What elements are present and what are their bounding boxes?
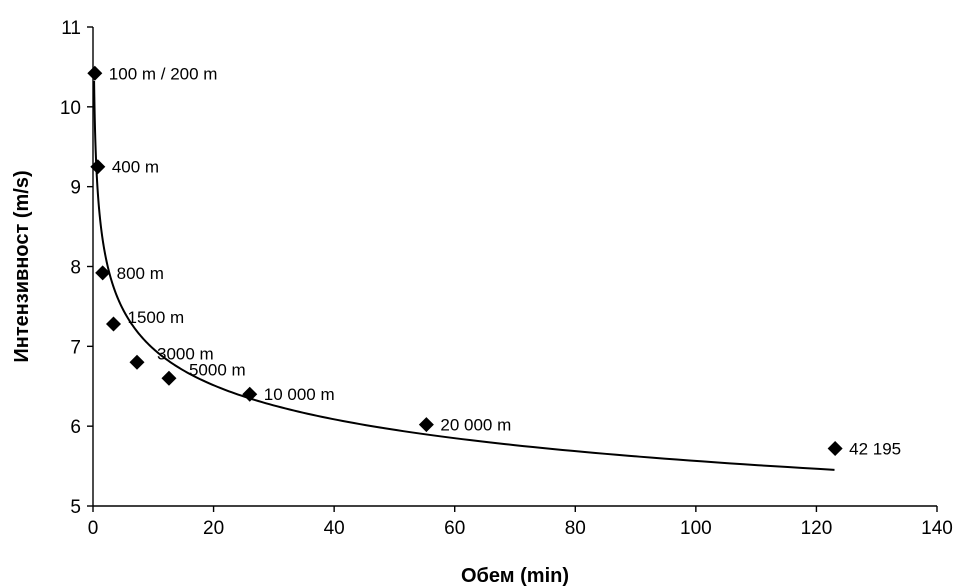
x-tick-label: 80 <box>565 518 586 539</box>
y-ticks: 5 6 7 8 9 10 11 <box>60 18 93 518</box>
data-point-marker <box>87 65 103 81</box>
y-tick-label: 8 <box>70 258 81 279</box>
marker-group <box>87 65 843 457</box>
data-point-label: 100 m / 200 m <box>109 64 218 83</box>
data-point-marker <box>90 159 106 175</box>
data-point-marker <box>105 316 121 332</box>
x-ticks: 0 20 40 60 80 100 120 140 <box>88 506 953 539</box>
y-tick-label: 11 <box>61 18 81 39</box>
y-tick-label: 7 <box>70 337 81 358</box>
data-point-marker <box>95 265 111 281</box>
data-point-marker <box>418 417 434 433</box>
data-point-label: 42 195 <box>849 440 901 459</box>
x-tick-label: 140 <box>921 518 953 539</box>
data-point-label: 1500 m <box>127 308 184 327</box>
data-point-label: 800 m <box>117 264 164 283</box>
trend-line-group <box>93 80 835 471</box>
y-tick-label: 6 <box>70 417 81 438</box>
point-label-group: 100 m / 200 m 400 m 800 m 1500 m 3000 m5000 … <box>109 64 901 458</box>
x-tick-label: 120 <box>801 518 833 539</box>
power-trend-line <box>93 80 835 471</box>
data-point-label: 10 000 m <box>264 385 335 404</box>
data-point-marker <box>242 386 258 402</box>
x-tick-label: 60 <box>444 518 465 539</box>
data-point-label: 5000 m <box>189 360 246 379</box>
y-tick-label: 10 <box>60 98 81 119</box>
x-tick-label: 100 <box>680 518 712 539</box>
y-tick-label: 9 <box>70 178 81 199</box>
data-point-marker <box>129 354 145 370</box>
y-axis-title: Интензивност (m/s) <box>11 170 33 362</box>
y-tick-label: 5 <box>70 497 81 518</box>
x-tick-label: 40 <box>324 518 345 539</box>
axes <box>92 27 937 507</box>
data-point-label: 400 m <box>112 158 159 177</box>
data-point-marker <box>827 441 843 457</box>
data-point-label: 3000 m <box>157 344 214 363</box>
data-point-label: 20 000 m <box>440 416 511 435</box>
x-axis-title: Обем (min) <box>461 565 569 586</box>
x-tick-label: 0 <box>88 518 99 539</box>
data-point-marker <box>161 370 177 386</box>
x-tick-label: 20 <box>203 518 224 539</box>
